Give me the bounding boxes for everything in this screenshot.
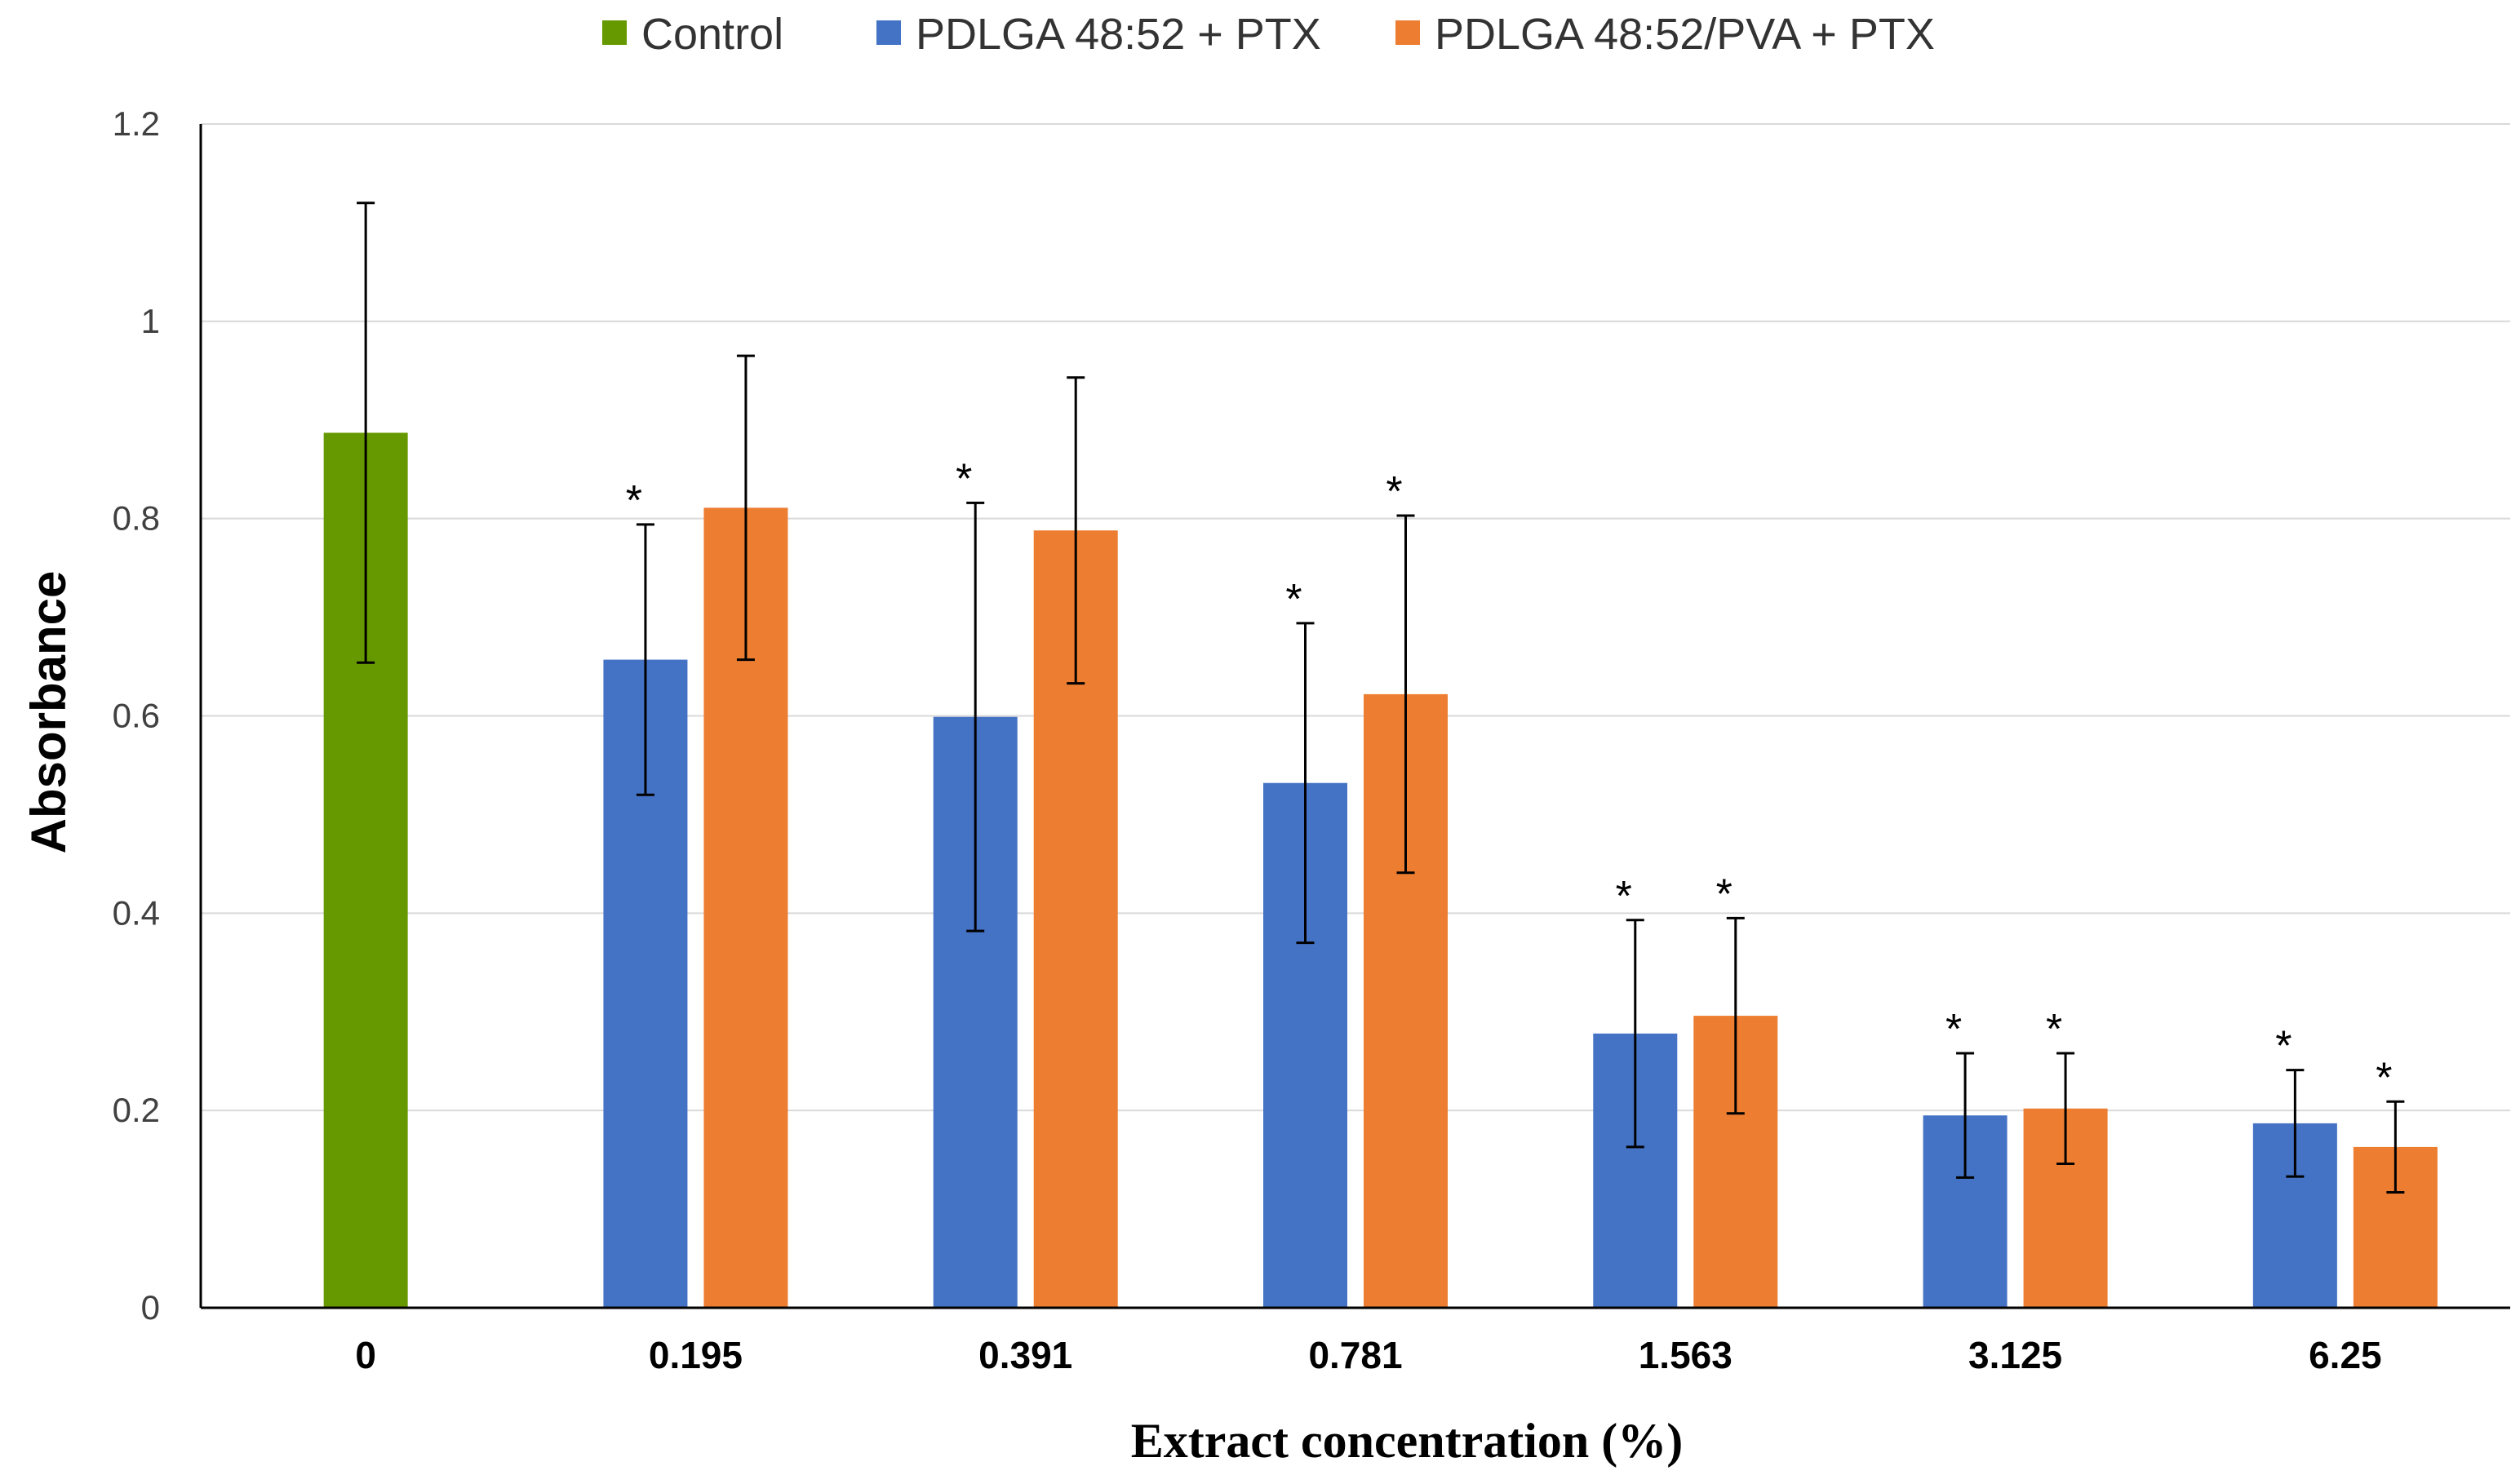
legend: Control PDLGA 48:52 + PTX PDLGA 48:52/PVA … xyxy=(602,10,1935,59)
significance-star: * xyxy=(2376,1054,2392,1101)
significance-star: * xyxy=(1386,468,1402,516)
x-axis-label: Extract concentration (%) xyxy=(1131,1414,1683,1468)
gridlines xyxy=(201,123,2510,1112)
axes xyxy=(199,124,2510,1309)
x-axis-ticks: 0 0.195 0.391 0.781 1.563 3.125 6.25 xyxy=(355,1334,2381,1376)
x-tick-label: 6.25 xyxy=(2309,1334,2382,1376)
y-tick-label: 0.6 xyxy=(113,697,160,735)
significance-star: * xyxy=(956,455,972,503)
significance-star: * xyxy=(2046,1006,2062,1053)
legend-swatch xyxy=(1395,20,1420,45)
legend-swatch xyxy=(602,20,627,45)
y-tick-label: 0.4 xyxy=(113,893,160,932)
y-tick-label: 0.2 xyxy=(113,1091,160,1129)
x-tick-label: 3.125 xyxy=(1968,1334,2062,1376)
significance-star: * xyxy=(2275,1023,2292,1070)
error-bars xyxy=(357,202,2405,1194)
legend-label: PDLGA 48:52 + PTX xyxy=(916,10,1321,59)
x-tick-label: 0.195 xyxy=(649,1334,743,1376)
y-tick-label: 1.2 xyxy=(113,104,160,143)
legend-swatch xyxy=(876,20,901,45)
bars xyxy=(323,432,2438,1308)
significance-star: * xyxy=(1945,1006,1962,1053)
y-axis-label: Absorbance xyxy=(21,571,76,854)
significance-star: * xyxy=(626,477,642,525)
y-tick-label: 1 xyxy=(141,302,160,340)
legend-label: PDLGA 48:52/PVA + PTX xyxy=(1435,10,1935,59)
significance-markers: * * * * * * * * * * xyxy=(626,455,2393,1101)
x-tick-label: 0.781 xyxy=(1308,1334,1402,1376)
significance-star: * xyxy=(1616,873,1632,920)
y-tick-label: 0 xyxy=(141,1288,160,1327)
y-tick-label: 0.8 xyxy=(113,499,160,538)
y-axis-ticks: 0 0.2 0.4 0.6 0.8 1 1.2 xyxy=(113,104,160,1327)
x-tick-label: 0 xyxy=(355,1334,376,1376)
legend-label: Control xyxy=(641,10,783,59)
significance-star: * xyxy=(1716,870,1732,918)
significance-star: * xyxy=(1285,576,1302,623)
x-tick-label: 1.563 xyxy=(1639,1334,1732,1376)
x-tick-label: 0.391 xyxy=(978,1334,1072,1376)
